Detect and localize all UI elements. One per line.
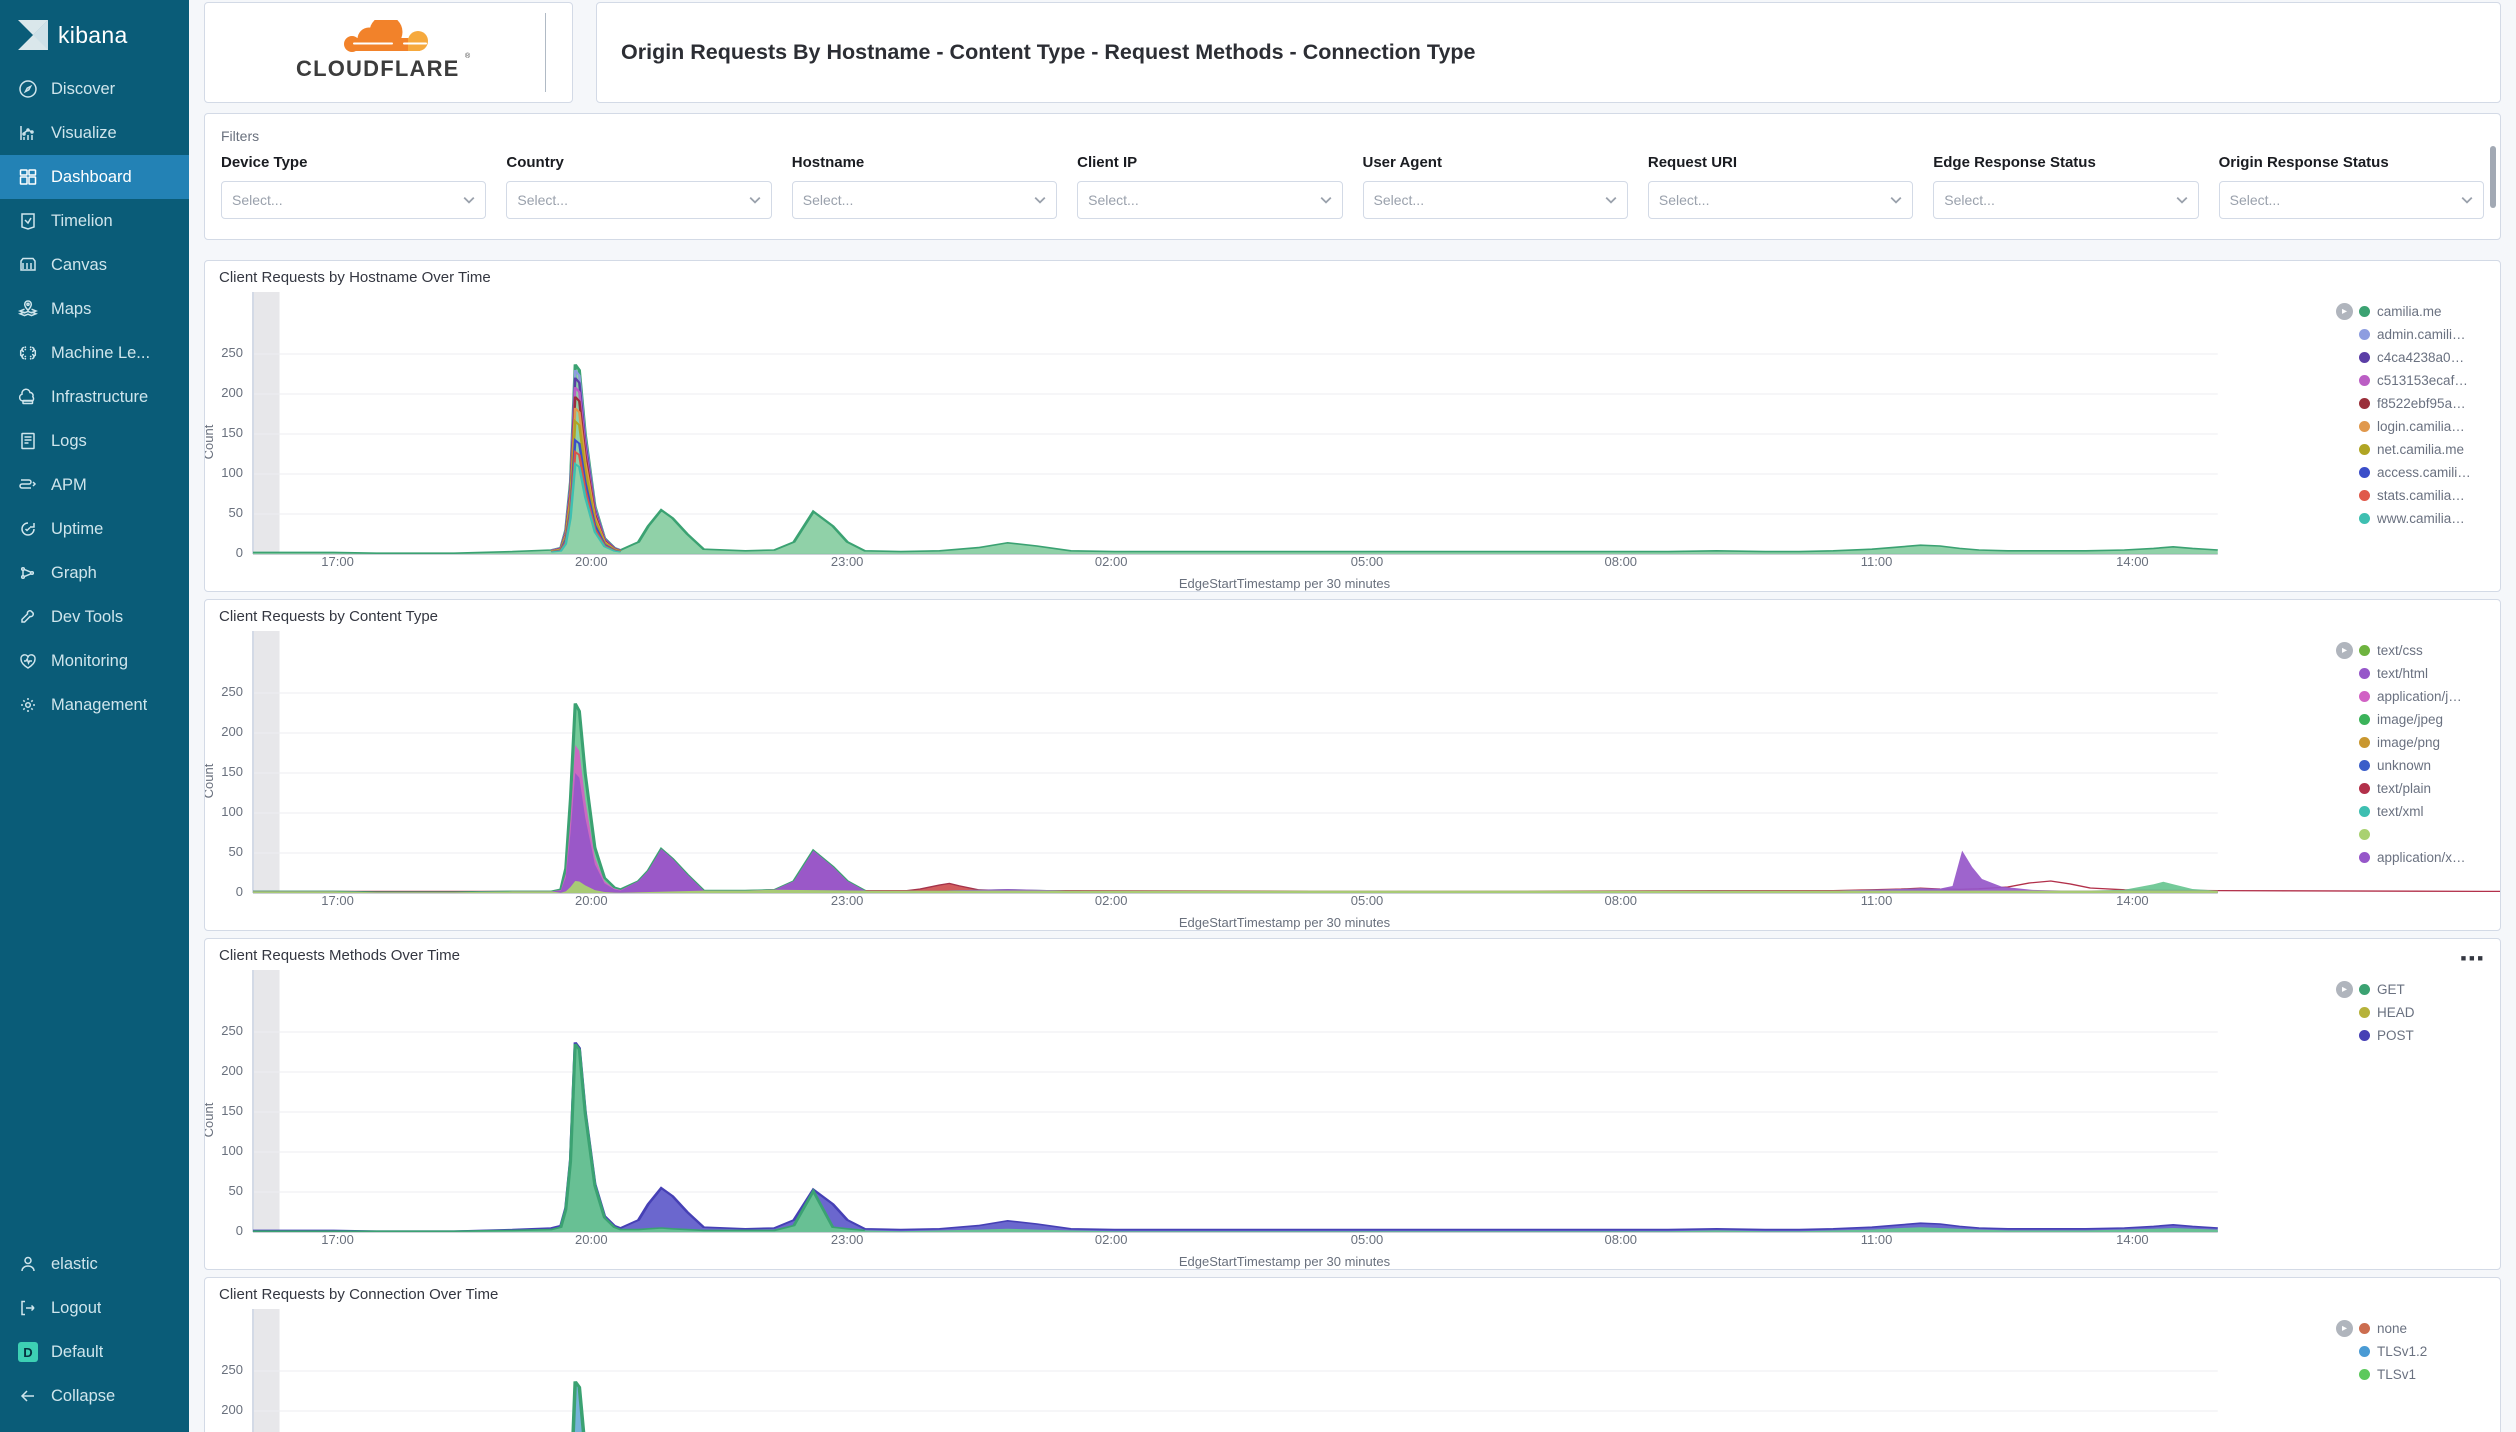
svg-text:CLOUDFLARE: CLOUDFLARE [296,56,460,81]
svg-text:®: ® [465,52,471,60]
